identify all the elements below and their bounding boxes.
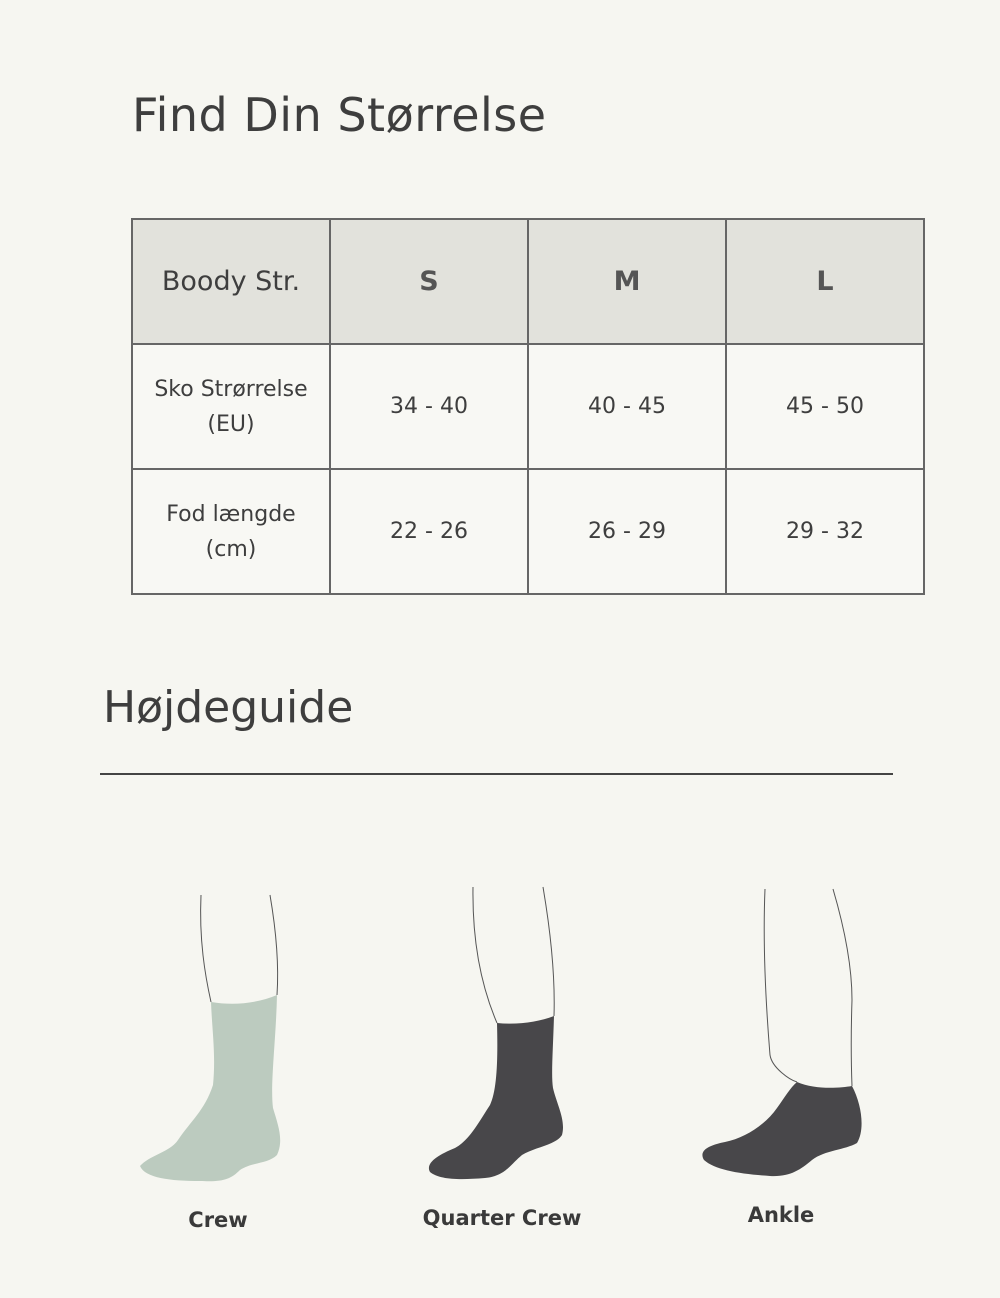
cell: 45 - 50 <box>725 343 925 470</box>
row-label-foot-length: Fod længde (cm) <box>131 468 331 595</box>
caption-quarter-crew: Quarter Crew <box>422 1206 582 1230</box>
size-s: S <box>329 218 529 345</box>
cell: 40 - 45 <box>527 343 727 470</box>
crew-sock <box>140 995 281 1182</box>
height-guide-title: Højdeguide <box>103 682 354 733</box>
cell: 22 - 26 <box>329 468 529 595</box>
row-label-shoe-size: Sko Strørrelse (EU) <box>131 343 331 470</box>
table-row: Fod længde (cm) 22 - 26 26 - 29 29 - 32 <box>131 468 925 595</box>
caption-ankle: Ankle <box>747 1203 815 1227</box>
crew-sock-illustration <box>140 894 281 1182</box>
ankle-sock-illustration <box>702 888 862 1177</box>
caption-crew: Crew <box>188 1208 248 1232</box>
divider <box>100 773 893 775</box>
size-m: M <box>527 218 727 345</box>
table-header-row: Boody Str. S M L <box>131 218 925 345</box>
table-row: Sko Strørrelse (EU) 34 - 40 40 - 45 45 -… <box>131 343 925 470</box>
quarter-crew-sock <box>428 1016 564 1180</box>
cell: 29 - 32 <box>725 468 925 595</box>
size-l: L <box>725 218 925 345</box>
quarter-crew-sock-illustration <box>428 886 564 1180</box>
header-label: Boody Str. <box>131 218 331 345</box>
size-table: Boody Str. S M L Sko Strørrelse (EU) 34 … <box>131 218 925 595</box>
cell: 34 - 40 <box>329 343 529 470</box>
cell: 26 - 29 <box>527 468 727 595</box>
size-guide-title: Find Din Størrelse <box>132 88 547 142</box>
ankle-sock <box>702 1082 862 1177</box>
